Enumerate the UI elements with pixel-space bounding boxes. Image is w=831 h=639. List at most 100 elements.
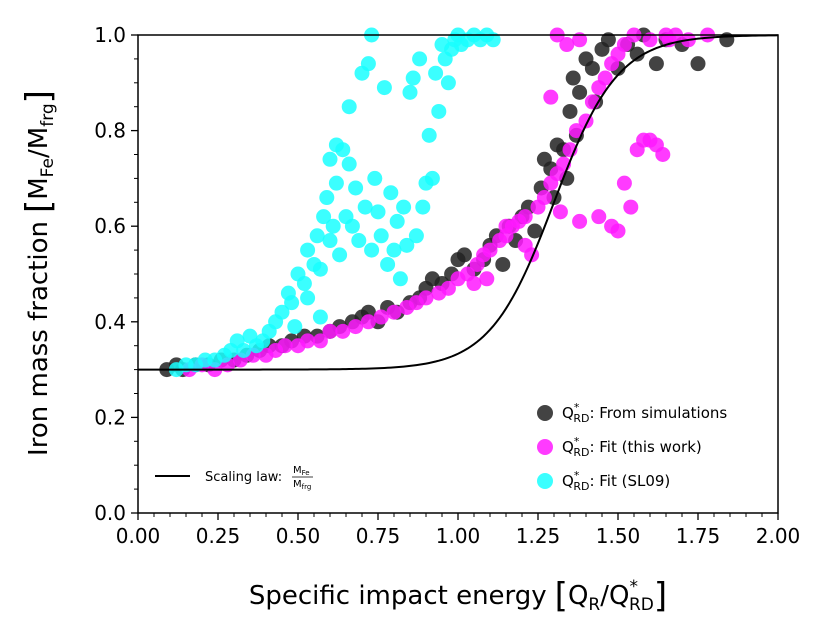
point-fit-sl09--78 (287, 319, 303, 335)
point-fit-sl09--16 (284, 295, 300, 311)
x-axis-label: Specific impact energy [QR/Q* RD] (249, 576, 667, 616)
point-fit-this-work--12 (322, 323, 338, 339)
point-from-simulations-47 (562, 103, 578, 119)
point-fit-sl09--47 (383, 185, 399, 201)
point-fit-sl09--44 (373, 228, 389, 244)
y-tick-label: 0.0 (94, 501, 126, 525)
point-fit-sl09--57 (415, 199, 431, 215)
point-fit-this-work--17 (386, 304, 402, 320)
point-fit-sl09--49 (389, 213, 405, 229)
scatter-points (159, 27, 735, 378)
point-fit-sl09--35 (348, 180, 364, 196)
point-fit-sl09--48 (386, 242, 402, 258)
point-fit-this-work--54 (655, 147, 671, 162)
point-fit-sl09--76 (300, 290, 316, 306)
point-fit-sl09--45 (376, 80, 392, 96)
point-fit-this-work--59 (552, 204, 568, 220)
point-fit-sl09--65 (440, 75, 456, 91)
x-tick-label: 0.25 (196, 524, 241, 548)
point-from-simulations-34 (495, 256, 511, 272)
point-fit-sl09--59 (421, 127, 437, 143)
point-fit-sl09--21 (309, 228, 325, 244)
point-fit-this-work--32 (517, 209, 533, 225)
point-fit-sl09--39 (360, 56, 376, 72)
point-fit-this-work--27 (482, 242, 498, 258)
point-fit-this-work--74 (466, 276, 482, 292)
point-fit-sl09--61 (428, 65, 444, 81)
point-fit-sl09--42 (367, 170, 383, 186)
point-fit-sl09--43 (370, 204, 386, 220)
point-fit-sl09--8 (236, 342, 252, 358)
point-fit-sl09--56 (412, 51, 428, 67)
y-tick-label: 0.2 (94, 405, 126, 429)
x-tick-label: 0.50 (276, 524, 321, 548)
point-fit-sl09--34 (344, 218, 360, 234)
point-fit-this-work--62 (610, 223, 626, 239)
point-fit-this-work--49 (623, 199, 639, 215)
point-fit-this-work--63 (616, 175, 632, 191)
point-fit-this-work--48 (616, 37, 632, 53)
y-tick-label: 0.6 (94, 214, 126, 238)
point-fit-this-work--22 (440, 280, 456, 296)
x-tick-label: 1.25 (516, 524, 561, 548)
point-fit-sl09--51 (396, 199, 412, 215)
point-fit-sl09--25 (322, 233, 338, 249)
point-fit-this-work--40 (568, 123, 584, 139)
point-fit-this-work--45 (597, 70, 613, 86)
point-fit-this-work--60 (591, 209, 607, 225)
point-fit-sl09--77 (312, 309, 328, 325)
point-fit-sl09--32 (341, 156, 357, 172)
legend-marker-simulations (537, 405, 553, 421)
point-fit-this-work--20 (418, 290, 434, 306)
point-from-simulations-50 (572, 84, 588, 100)
point-fit-this-work--14 (348, 319, 364, 335)
x-tick-label: 1.00 (436, 524, 481, 548)
point-from-simulations-52 (584, 60, 600, 76)
point-fit-sl09--24 (319, 190, 335, 206)
y-axis: 0.0 0.2 0.4 0.6 0.8 1.0 (94, 23, 138, 525)
point-fit-sl09--36 (351, 233, 367, 249)
point-fit-sl09--52 (399, 237, 415, 253)
point-fit-this-work--66 (559, 37, 575, 53)
x-tick-label: 0.00 (116, 524, 161, 548)
point-from-simulations-63 (690, 56, 706, 72)
point-fit-sl09--53 (402, 84, 418, 100)
x-tick-label: 1.50 (596, 524, 641, 548)
point-fit-sl09--19 (300, 242, 316, 258)
point-fit-sl09--27 (328, 175, 344, 191)
point-fit-sl09--74 (485, 32, 501, 48)
point-fit-sl09--75 (322, 151, 338, 167)
legend: Q* RD: From simulations Q* RD: Fit (this w… (155, 401, 727, 493)
point-fit-sl09--26 (325, 218, 341, 234)
point-fit-this-work--35 (536, 190, 552, 206)
point-fit-sl09--54 (405, 70, 421, 86)
point-from-simulations-48 (565, 70, 581, 86)
point-fit-sl09--46 (380, 256, 396, 272)
point-fit-sl09--50 (392, 271, 408, 287)
point-from-simulations-58 (629, 46, 645, 62)
point-fit-sl09--23 (316, 209, 332, 225)
point-fit-this-work--64 (543, 89, 559, 105)
point-fit-this-work--13 (335, 323, 351, 339)
x-tick-label: 1.75 (676, 524, 721, 548)
x-tick-label: 2.00 (756, 524, 801, 548)
point-fit-this-work--69 (642, 32, 658, 48)
point-fit-this-work--67 (572, 32, 588, 48)
y-tick-label: 1.0 (94, 23, 126, 47)
point-from-simulations-39 (527, 223, 543, 239)
y-axis-label: Iron mass fraction[MFe/Mfrg] (19, 90, 59, 456)
point-fit-sl09--55 (408, 228, 424, 244)
legend-label-fit-this-work: Q* RD: Fit (this work) (562, 435, 702, 459)
point-fit-sl09--60 (424, 170, 440, 186)
point-fit-this-work--10 (300, 333, 316, 349)
point-fit-sl09--22 (312, 261, 328, 277)
point-from-simulations-55 (600, 32, 616, 48)
point-fit-sl09--14 (274, 304, 290, 320)
scaling-fraction-denominator: Mfrg (293, 479, 311, 491)
x-tick-label: 0.75 (356, 524, 401, 548)
point-fit-sl09--38 (357, 199, 373, 215)
legend-label-simulations: Q* RD: From simulations (562, 401, 727, 425)
point-fit-sl09--62 (431, 103, 447, 119)
point-fit-sl09--30 (335, 142, 351, 158)
